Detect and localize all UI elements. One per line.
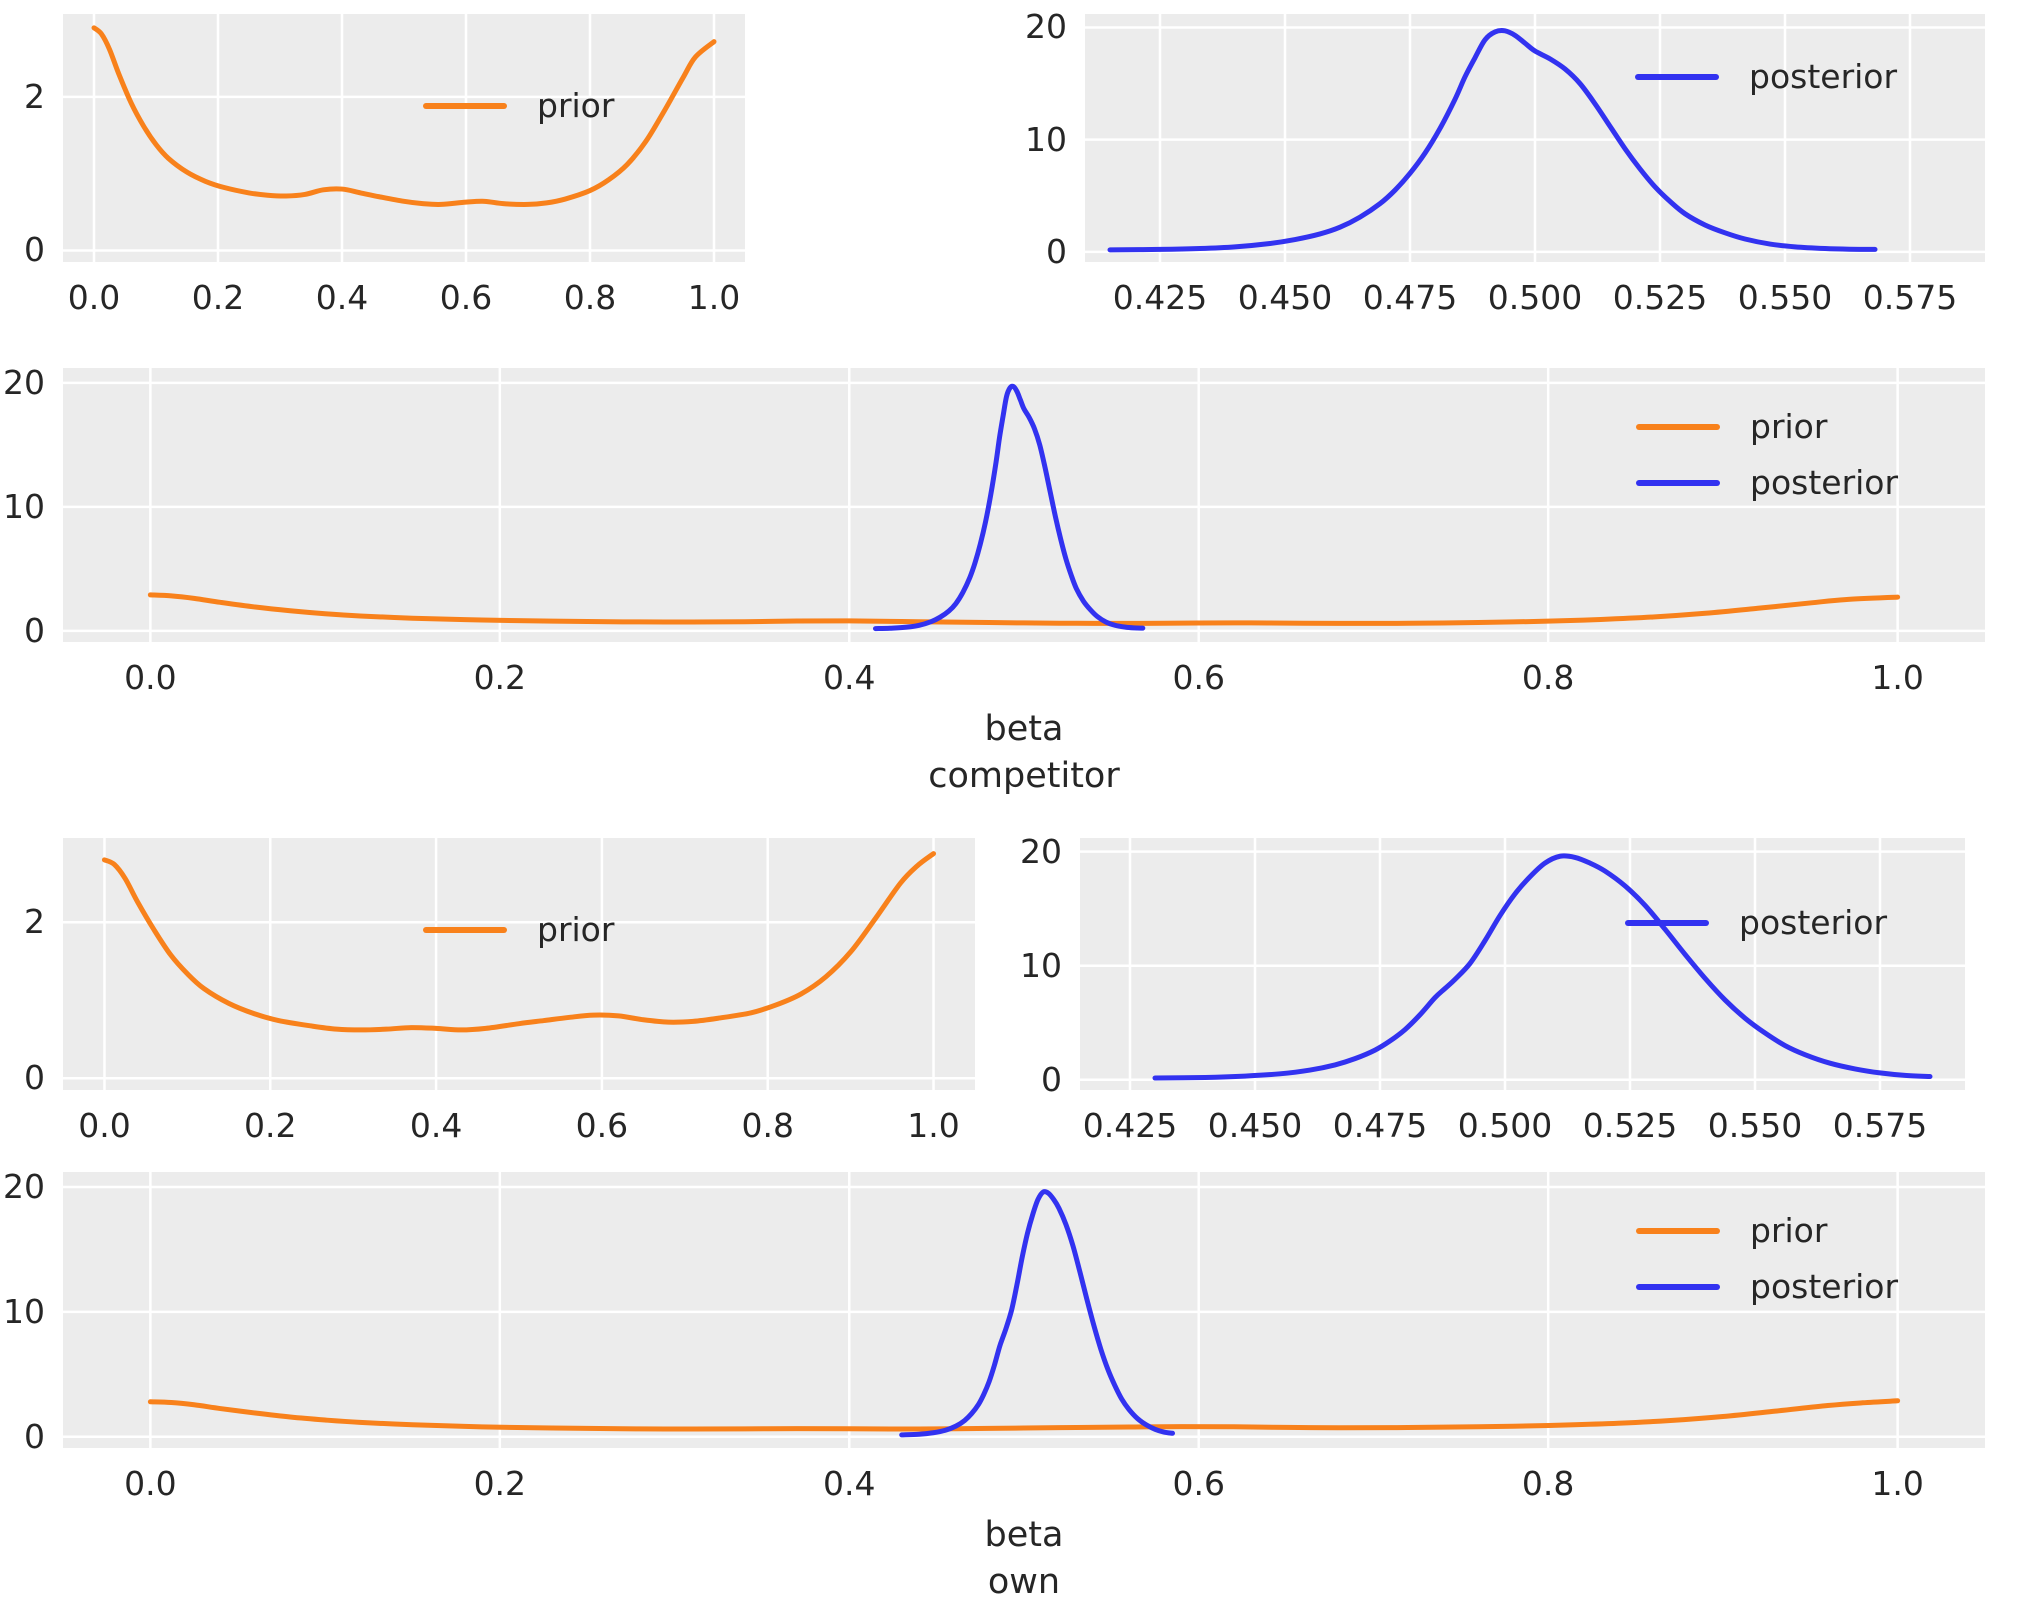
subplot-own-joint: 0.0 0.2 0.4 0.6 0.8 1.0 0 10 20 prior posterior bet…	[3, 1167, 1985, 1602]
legend-line-swatch-prior	[423, 103, 507, 109]
curve-posterior	[872, 383, 1146, 632]
y-tick-label: 2	[24, 902, 45, 942]
y-tick-label: 20	[1025, 7, 1067, 47]
plot-canvas	[1080, 838, 1965, 1090]
x-tick-label: 0.0	[67, 278, 121, 317]
y-tick-label: 10	[3, 486, 45, 526]
plot-canvas	[63, 838, 975, 1090]
subplot-competitor-joint: 0.0 0.2 0.4 0.6 0.8 1.0 0 10 20 prior posterior bet…	[3, 363, 1985, 796]
y-tick-label: 20	[3, 1167, 45, 1206]
plot-area	[1080, 838, 1965, 1090]
y-tick-label: 10	[3, 1291, 45, 1331]
y-tick-label: 0	[24, 1058, 45, 1098]
x-tick-label: 0.0	[78, 1106, 131, 1145]
legend-label-prior: prior	[1750, 1211, 1828, 1250]
legend-label-prior: prior	[537, 910, 615, 949]
x-tick-label: 0.6	[1172, 658, 1225, 697]
x-tick-label: 0.2	[191, 278, 245, 317]
legend-line-swatch-prior	[423, 927, 507, 933]
x-axis-label: beta competitor	[928, 709, 1120, 796]
plot-canvas	[63, 14, 745, 262]
legend-label-posterior: posterior	[1749, 57, 1898, 96]
plot-area	[63, 14, 745, 262]
legend-label-prior: prior	[1750, 407, 1828, 446]
x-tick-label: 0.2	[473, 1464, 527, 1503]
x-tick-label: 0.6	[439, 278, 493, 317]
x-tick-label: 0.450	[1207, 1106, 1303, 1145]
subplot-own-posterior-marginal: 0.425 0.450 0.475 0.500 0.525 0.550 0.575 0 10 20…	[1020, 832, 1965, 1145]
y-tick-label: 2	[24, 76, 45, 116]
x-tick-label: 0.475	[1362, 278, 1458, 317]
legend-label-posterior: posterior	[1739, 903, 1888, 942]
legend-line-swatch-prior	[1636, 1228, 1720, 1234]
x-tick-label: 0.6	[1172, 1464, 1225, 1503]
x-tick-label: 0.0	[124, 658, 177, 697]
x-tick-label: 0.4	[823, 1464, 876, 1503]
legend-line-swatch-posterior	[1625, 920, 1709, 926]
legend-line-swatch-posterior	[1635, 74, 1719, 80]
x-tick-label: 0.4	[315, 278, 369, 317]
x-tick-label: 1.0	[907, 1106, 960, 1145]
curve-posterior	[1152, 853, 1933, 1081]
subplot-competitor-posterior-marginal: 0.425 0.450 0.475 0.500 0.525 0.550 0.575 0 10 20…	[1025, 7, 1985, 317]
plot-canvas	[1085, 14, 1985, 262]
curve-posterior	[1107, 28, 1878, 253]
legend-line-swatch-posterior	[1636, 1284, 1720, 1290]
x-tick-label: 0.500	[1457, 1106, 1553, 1145]
x-axis-label: beta own	[984, 1515, 1064, 1602]
x-tick-label: 0.2	[473, 658, 527, 697]
plot-canvas	[63, 368, 1985, 642]
x-tick-label: 0.550	[1707, 1106, 1803, 1145]
y-tick-label: 0	[1041, 1059, 1062, 1099]
y-tick-label: 10	[1020, 945, 1062, 985]
x-tick-label: 0.4	[409, 1106, 463, 1145]
x-tick-label: 0.0	[124, 1464, 177, 1503]
x-tick-label: 0.500	[1487, 278, 1583, 317]
x-tick-label: 0.525	[1612, 278, 1708, 317]
plot-canvas	[63, 1172, 1985, 1448]
x-tick-label: 0.6	[575, 1106, 629, 1145]
x-tick-label: 0.2	[244, 1106, 297, 1145]
x-tick-label: 0.450	[1237, 278, 1333, 317]
y-tick-label: 0	[24, 610, 45, 650]
legend-line-swatch-posterior	[1636, 480, 1720, 486]
x-tick-label: 0.550	[1737, 278, 1833, 317]
plot-area	[63, 838, 975, 1090]
y-tick-label: 20	[1020, 831, 1062, 871]
x-tick-label: 1.0	[687, 278, 741, 317]
y-tick-label: 0	[1046, 231, 1067, 271]
x-tick-label: 0.425	[1112, 278, 1208, 317]
x-tick-label: 0.8	[1521, 1464, 1575, 1503]
y-tick-label: 10	[1025, 119, 1067, 159]
x-tick-label: 0.8	[563, 278, 617, 317]
curve-posterior	[899, 1189, 1176, 1438]
x-tick-label: 1.0	[1871, 658, 1924, 697]
x-tick-label: 0.575	[1832, 1106, 1928, 1145]
legend-label-posterior: posterior	[1750, 463, 1899, 502]
x-tick-label: 0.575	[1862, 278, 1958, 317]
x-tick-label: 1.0	[1871, 1464, 1924, 1503]
x-tick-label: 0.8	[1521, 658, 1575, 697]
curve-prior	[101, 851, 937, 1033]
curve-prior	[91, 25, 717, 207]
curve-prior	[147, 592, 1901, 626]
y-tick-label: 20	[3, 362, 45, 402]
legend-line-swatch-prior	[1636, 424, 1720, 430]
plot-area	[63, 1172, 1985, 1448]
subplot-competitor-prior-marginal: 0.0 0.2 0.4 0.6 0.8 1.0 0 2 prior	[24, 14, 745, 317]
y-tick-label: 0	[24, 1416, 45, 1456]
curve-prior	[147, 1398, 1901, 1432]
subplot-own-prior-marginal: 0.0 0.2 0.4 0.6 0.8 1.0 0 2 prior	[24, 838, 975, 1145]
x-tick-label: 0.425	[1082, 1106, 1178, 1145]
x-tick-label: 0.475	[1332, 1106, 1428, 1145]
legend-label-prior: prior	[537, 86, 615, 125]
y-tick-label: 0	[24, 230, 45, 270]
x-tick-label: 0.4	[823, 658, 876, 697]
legend-label-posterior: posterior	[1750, 1267, 1899, 1306]
x-tick-label: 0.8	[741, 1106, 794, 1145]
x-tick-label: 0.525	[1582, 1106, 1678, 1145]
